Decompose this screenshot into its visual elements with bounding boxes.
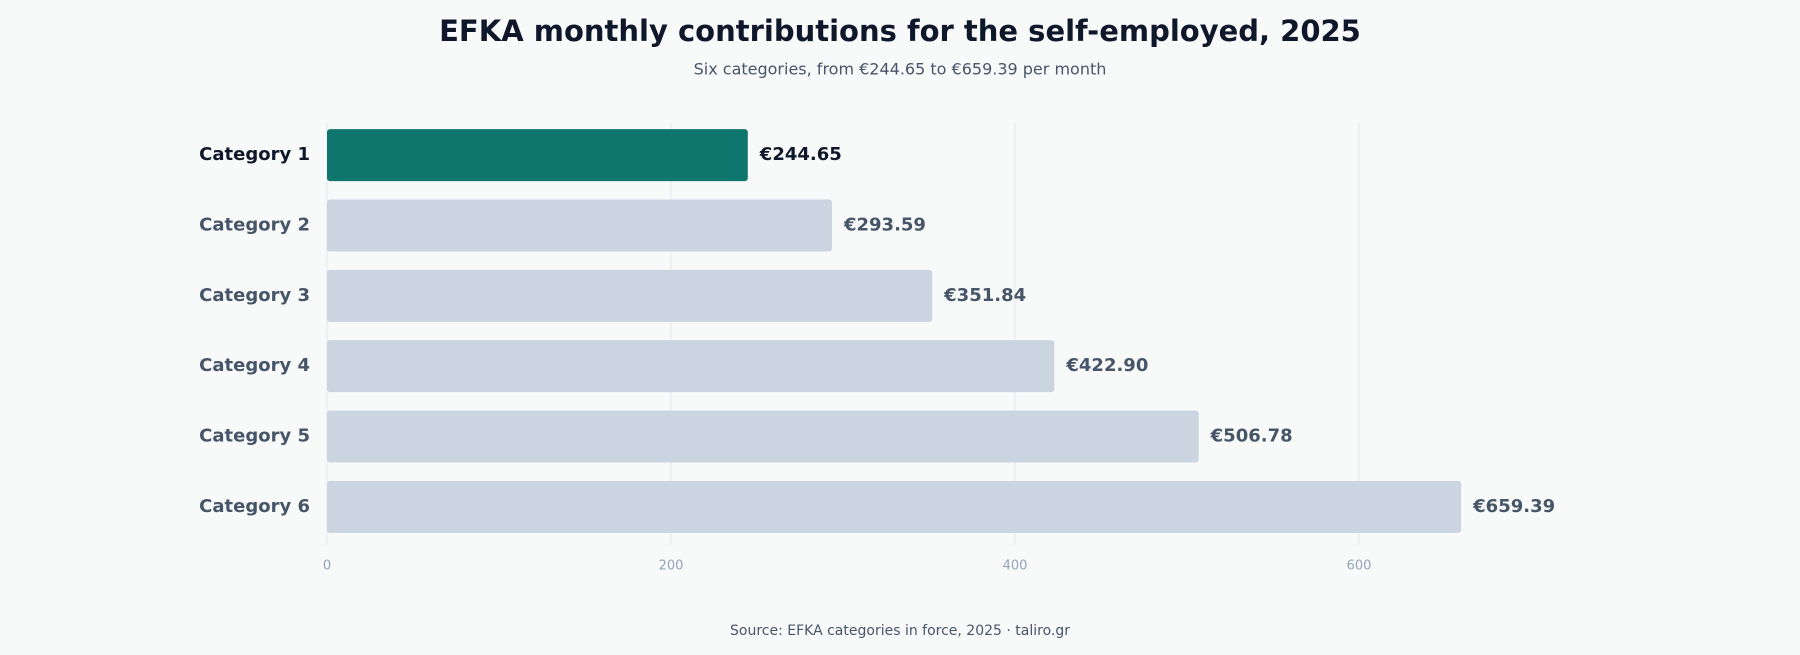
value-label: €293.59 — [843, 215, 926, 236]
category-label: Category 5 — [199, 426, 310, 447]
x-tick-label: 200 — [659, 559, 684, 574]
bar — [327, 340, 1055, 393]
x-tick-label: 600 — [1347, 559, 1372, 574]
value-label: €659.39 — [1472, 496, 1555, 517]
chart-title: EFKA monthly contributions for the self-… — [439, 14, 1361, 48]
value-label: €351.84 — [943, 285, 1026, 306]
category-label: Category 3 — [199, 285, 310, 306]
bar — [327, 129, 748, 182]
x-tick-label: 400 — [1003, 559, 1028, 574]
bar — [327, 199, 832, 252]
category-label: Category 1 — [199, 144, 310, 165]
source-note: Source: EFKA categories in force, 2025 ·… — [730, 623, 1070, 639]
value-label: €506.78 — [1210, 426, 1293, 447]
chart-subtitle: Six categories, from €244.65 to €659.39 … — [694, 60, 1107, 79]
category-label: Category 4 — [199, 355, 310, 376]
value-label: €422.90 — [1065, 355, 1148, 376]
bar — [327, 480, 1462, 533]
bar — [327, 410, 1199, 463]
x-tick-label: 0 — [323, 559, 331, 574]
category-label: Category 2 — [199, 215, 310, 236]
category-label: Category 6 — [199, 496, 310, 517]
value-label: €244.65 — [759, 144, 842, 165]
bar — [327, 269, 933, 322]
